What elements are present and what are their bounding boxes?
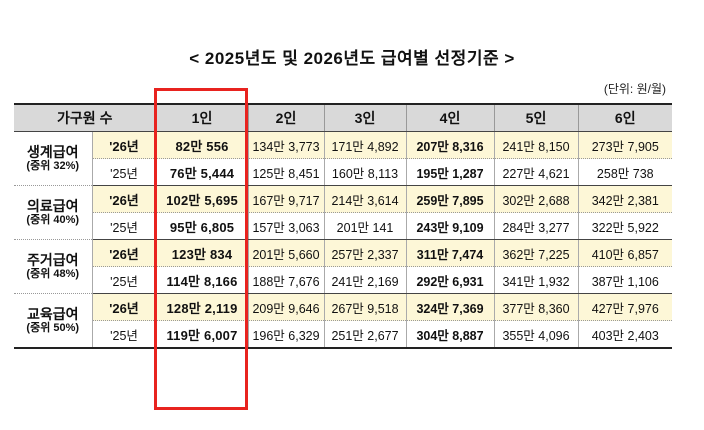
value-cell: 123만 834: [155, 239, 249, 267]
benefit-median-ratio: (중위 32%): [26, 160, 80, 173]
value-cell: 207만 8,316: [405, 131, 495, 159]
benefit-median-ratio: (중위 50%): [26, 322, 80, 335]
year-cell: '25년: [91, 212, 157, 240]
value-cell: 251만 2,677: [323, 320, 407, 349]
value-cell: 82만 556: [155, 131, 249, 159]
table-row: 생계급여 (중위 32%) '26년 82만 556 134만 3,773 17…: [14, 131, 673, 186]
value-cell: 273만 7,905: [577, 131, 673, 159]
benefit-median-ratio: (중위 48%): [26, 268, 80, 281]
table-row: '25년 114만 8,166 188만 7,676 241만 2,169 29…: [14, 266, 673, 294]
value-cell: 119만 6,007: [155, 320, 249, 349]
value-cell: 362만 7,225: [493, 239, 579, 267]
value-cell: 302만 2,688: [493, 185, 579, 213]
value-cell: 209만 9,646: [247, 293, 325, 321]
benefit-name: 생계급여: [26, 144, 79, 161]
table-row: '25년 76만 5,444 125만 8,451 160만 8,113 195…: [14, 158, 673, 186]
value-cell: 259만 7,895: [405, 185, 495, 213]
value-cell: 241만 8,150: [493, 131, 579, 159]
value-cell: 167만 9,717: [247, 185, 325, 213]
benefit-name: 교육급여: [26, 306, 79, 323]
benefit-category: 교육급여 (중위 50%): [14, 293, 93, 349]
value-cell: 387만 1,106: [577, 266, 673, 294]
value-cell: 125만 8,451: [247, 158, 325, 186]
selection-criteria-table: 가구원 수 1인 2인 3인 4인 5인 6인 생계급여 (중위 32%) '2…: [14, 103, 673, 349]
value-cell: 157만 3,063: [247, 212, 325, 240]
value-cell: 292만 6,931: [405, 266, 495, 294]
table-row: '25년 95만 6,805 157만 3,063 201만 141 243만 …: [14, 212, 673, 240]
value-cell: 128만 2,119: [155, 293, 249, 321]
year-cell: '26년: [91, 293, 157, 321]
value-cell: 188만 7,676: [247, 266, 325, 294]
benefit-category: 생계급여 (중위 32%): [14, 131, 93, 186]
value-cell: 95만 6,805: [155, 212, 249, 240]
value-cell: 171만 4,892: [323, 131, 407, 159]
value-cell: 227만 4,621: [493, 158, 579, 186]
year-cell: '25년: [91, 266, 157, 294]
value-cell: 102만 5,695: [155, 185, 249, 213]
header-3-person: 3인: [323, 103, 407, 132]
value-cell: 324만 7,369: [405, 293, 495, 321]
value-cell: 377만 8,360: [493, 293, 579, 321]
page-title: < 2025년도 및 2026년도 급여별 선정기준 >: [189, 49, 515, 68]
value-cell: 243만 9,109: [405, 212, 495, 240]
value-cell: 114만 8,166: [155, 266, 249, 294]
unit-label: (단위: 원/월): [603, 82, 666, 96]
value-cell: 284만 3,277: [493, 212, 579, 240]
value-cell: 76만 5,444: [155, 158, 249, 186]
value-cell: 241만 2,169: [323, 266, 407, 294]
benefit-category: 의료급여 (중위 40%): [14, 185, 93, 240]
year-cell: '26년: [91, 131, 157, 159]
value-cell: 403만 2,403: [577, 320, 673, 349]
year-cell: '25년: [91, 320, 157, 349]
benefit-name: 의료급여: [26, 198, 79, 215]
table-row: '25년 119만 6,007 196만 6,329 251만 2,677 30…: [14, 320, 673, 349]
year-cell: '25년: [91, 158, 157, 186]
header-row: 가구원 수 1인 2인 3인 4인 5인 6인: [14, 103, 673, 132]
benefit-median-ratio: (중위 40%): [26, 214, 80, 227]
value-cell: 341만 1,932: [493, 266, 579, 294]
header-household-size: 가구원 수: [14, 103, 157, 132]
table-row: 의료급여 (중위 40%) '26년 102만 5,695 167만 9,717…: [14, 185, 673, 240]
header-2-person: 2인: [247, 103, 325, 132]
benefit-category: 주거급여 (중위 48%): [14, 239, 93, 294]
table-row: 주거급여 (중위 48%) '26년 123만 834 201만 5,660 2…: [14, 239, 673, 294]
year-cell: '26년: [91, 239, 157, 267]
header-6-person: 6인: [577, 103, 673, 132]
value-cell: 342만 2,381: [577, 185, 673, 213]
value-cell: 258만 738: [577, 158, 673, 186]
value-cell: 410만 6,857: [577, 239, 673, 267]
value-cell: 201만 141: [323, 212, 407, 240]
header-5-person: 5인: [493, 103, 579, 132]
value-cell: 311만 7,474: [405, 239, 495, 267]
header-1-person: 1인: [155, 103, 249, 132]
value-cell: 195만 1,287: [405, 158, 495, 186]
value-cell: 201만 5,660: [247, 239, 325, 267]
value-cell: 355만 4,096: [493, 320, 579, 349]
value-cell: 196만 6,329: [247, 320, 325, 349]
year-cell: '26년: [91, 185, 157, 213]
value-cell: 257만 2,337: [323, 239, 407, 267]
header-4-person: 4인: [405, 103, 495, 132]
value-cell: 160만 8,113: [323, 158, 407, 186]
benefit-name: 주거급여: [26, 252, 79, 269]
value-cell: 214만 3,614: [323, 185, 407, 213]
value-cell: 322만 5,922: [577, 212, 673, 240]
value-cell: 427만 7,976: [577, 293, 673, 321]
value-cell: 267만 9,518: [323, 293, 407, 321]
value-cell: 304만 8,887: [405, 320, 495, 349]
table-row: 교육급여 (중위 50%) '26년 128만 2,119 209만 9,646…: [14, 293, 673, 349]
value-cell: 134만 3,773: [247, 131, 325, 159]
